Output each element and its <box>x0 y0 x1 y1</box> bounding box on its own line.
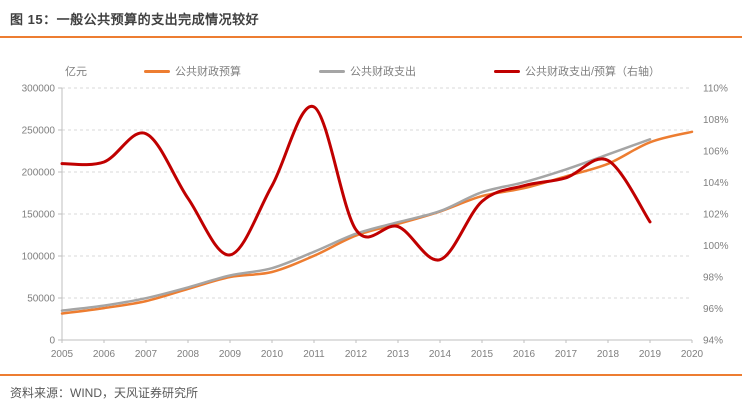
expenditure-line-swatch-icon <box>319 69 345 73</box>
right-axis-tick-label: 108% <box>703 115 729 126</box>
right-axis-tick-label: 100% <box>703 241 729 252</box>
x-axis-tick-label: 2012 <box>345 349 368 360</box>
budget-line <box>60 130 694 315</box>
x-axis-tick-label: 2007 <box>135 349 158 360</box>
right-axis-tick-label: 104% <box>703 178 729 189</box>
x-axis-tick-label: 2018 <box>597 349 620 360</box>
legend: 亿元 公共财政预算 公共财政支出 公共财政支出/预算（右轴） <box>0 63 742 79</box>
x-axis-tick-label: 2013 <box>387 349 410 360</box>
x-axis-tick-label: 2017 <box>555 349 578 360</box>
right-axis-tick-label: 94% <box>703 336 723 347</box>
y-axis-tick-label: 50000 <box>27 294 55 305</box>
right-axis-tick-label: 98% <box>703 273 723 284</box>
x-axis-tick-label: 2020 <box>681 349 704 360</box>
x-axis-tick-label: 2011 <box>303 349 325 360</box>
x-axis-tick-label: 2015 <box>471 349 494 360</box>
x-axis-tick-label: 2008 <box>177 349 200 360</box>
y-axis-tick-label: 300000 <box>22 84 56 95</box>
ratio-line-swatch-icon <box>494 69 520 73</box>
x-axis-tick-label: 2016 <box>513 349 536 360</box>
right-axis-tick-label: 110% <box>703 84 728 95</box>
chart-title: 图 15：一般公共预算的支出完成情况较好 <box>10 12 260 27</box>
y-axis-tick-label: 0 <box>49 336 55 347</box>
y-axis-tick-label: 150000 <box>22 210 56 221</box>
y-axis-tick-label: 250000 <box>22 126 56 137</box>
right-axis-tick-label: 102% <box>703 210 729 221</box>
line-chart: 0 50000 100000 150000 200000 250000 300000 94% 9… <box>22 84 729 361</box>
expenditure-line <box>60 138 652 312</box>
x-axis-tick-label: 2006 <box>93 349 116 360</box>
ratio-line <box>60 105 652 262</box>
x-axis-tick-label: 2019 <box>639 349 662 360</box>
legend-label-expenditure: 公共财政支出 <box>350 66 416 78</box>
legend-items: 公共财政预算 公共财政支出 公共财政支出/预算（右轴） <box>144 63 660 79</box>
unit-label: 亿元 <box>65 66 87 78</box>
y-axis-tick-label: 200000 <box>22 168 56 179</box>
right-axis-tick-label: 96% <box>703 304 723 315</box>
legend-label-ratio: 公共财政支出/预算（右轴） <box>525 66 661 78</box>
chart-footer: 资料来源：WIND，天风证券研究所 <box>0 374 742 401</box>
x-axis-tick-label: 2009 <box>219 349 242 360</box>
legend-item-expenditure[interactable]: 公共财政支出 <box>319 63 416 79</box>
chart-header: 图 15：一般公共预算的支出完成情况较好 <box>0 0 742 38</box>
x-axis-tick-label: 2005 <box>51 349 74 360</box>
source-note: 资料来源：WIND，天风证券研究所 <box>10 386 198 400</box>
x-axis-tick-label: 2014 <box>429 349 452 360</box>
right-axis-tick-label: 106% <box>703 147 729 158</box>
x-axis-tick-label: 2010 <box>261 349 284 360</box>
legend-item-ratio[interactable]: 公共财政支出/预算（右轴） <box>494 63 660 79</box>
budget-line-swatch-icon <box>144 69 170 73</box>
legend-label-budget: 公共财政预算 <box>175 66 241 78</box>
y-axis-tick-label: 100000 <box>22 252 56 263</box>
legend-item-budget[interactable]: 公共财政预算 <box>144 63 241 79</box>
